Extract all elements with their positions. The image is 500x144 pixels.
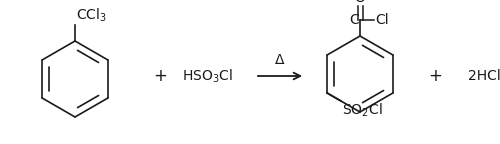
Text: C: C <box>349 13 359 27</box>
Text: 2HCl: 2HCl <box>468 69 500 83</box>
Text: +: + <box>153 67 167 85</box>
Text: O: O <box>354 0 366 5</box>
Text: Δ: Δ <box>275 53 285 67</box>
Text: HSO$_3$Cl: HSO$_3$Cl <box>182 67 234 85</box>
Text: CCl$_3$: CCl$_3$ <box>76 7 106 24</box>
Text: Cl: Cl <box>375 13 388 27</box>
Text: +: + <box>428 67 442 85</box>
Text: SO$_2$Cl: SO$_2$Cl <box>342 102 382 119</box>
